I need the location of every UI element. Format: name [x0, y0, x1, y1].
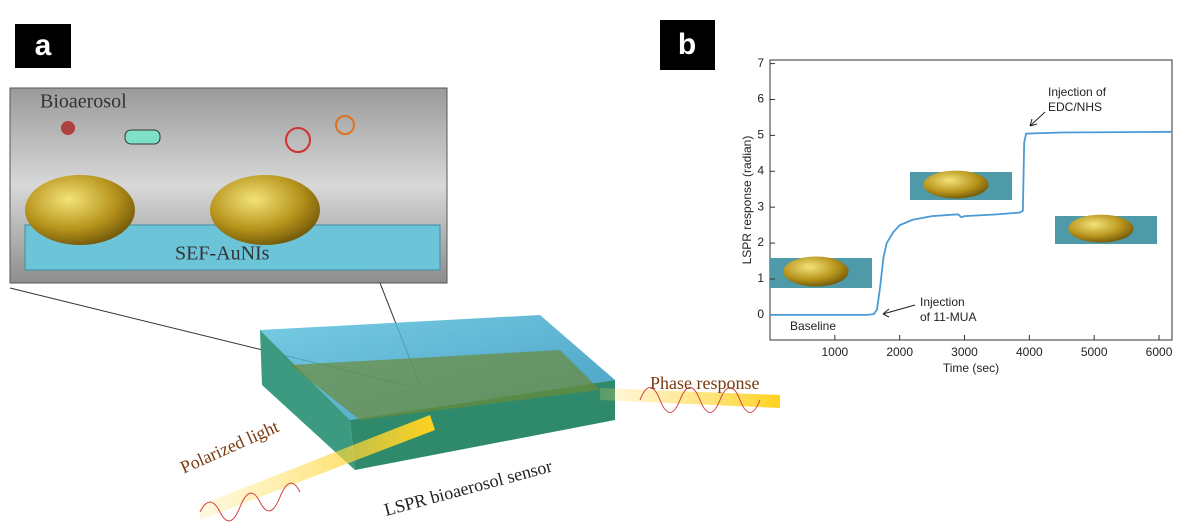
sensor-label: LSPR bioaerosol sensor	[382, 456, 554, 520]
input-label: Polarized light	[177, 416, 281, 477]
annotation: Injection of	[1048, 85, 1107, 99]
inset-particle	[1068, 215, 1133, 243]
inset-title: Bioaerosol	[40, 91, 127, 113]
panel-label: b	[678, 28, 696, 61]
y-tick-label: 0	[757, 307, 764, 321]
x-tick-label: 1000	[821, 345, 848, 359]
x-tick-label: 6000	[1146, 345, 1173, 359]
nanoparticle	[210, 175, 320, 245]
y-tick-label: 2	[757, 235, 764, 249]
inset-caption: SEF-AuNIs	[175, 243, 270, 265]
inset-particle	[923, 171, 988, 199]
annotation-arrow	[1030, 112, 1045, 126]
bacterium	[125, 130, 160, 144]
annotation-arrow	[883, 305, 915, 317]
page: a Bioaerosol SEF-AuNIs Polarized light P…	[0, 0, 1183, 530]
y-tick-label: 4	[757, 163, 764, 177]
figure: a Bioaerosol SEF-AuNIs Polarized light P…	[0, 0, 1183, 530]
particle	[61, 121, 75, 135]
annotation: Injection	[920, 295, 965, 309]
x-tick-label: 3000	[951, 345, 978, 359]
x-tick-label: 4000	[1016, 345, 1043, 359]
nanoparticle	[25, 175, 135, 245]
y-tick-label: 5	[757, 128, 764, 142]
y-tick-label: 7	[757, 56, 764, 70]
panel-label: a	[35, 29, 52, 62]
y-tick-label: 1	[757, 271, 764, 285]
y-tick-label: 6	[757, 92, 764, 106]
annotation: Baseline	[790, 319, 836, 333]
x-tick-label: 2000	[886, 345, 913, 359]
x-tick-label: 5000	[1081, 345, 1108, 359]
annotation: of 11-MUA	[920, 310, 976, 324]
y-axis-label: LSPR response (radian)	[740, 136, 754, 265]
chart: 0 1 2 3 4 5 6 7 1000 2000 3000 4000 5000 6000 Time (se…	[740, 56, 1173, 375]
x-axis-label: Time (sec)	[943, 361, 999, 375]
inset-particle	[783, 257, 848, 287]
output-label: Phase response	[650, 373, 759, 393]
y-tick-label: 3	[757, 199, 764, 213]
annotation: EDC/NHS	[1048, 100, 1102, 114]
